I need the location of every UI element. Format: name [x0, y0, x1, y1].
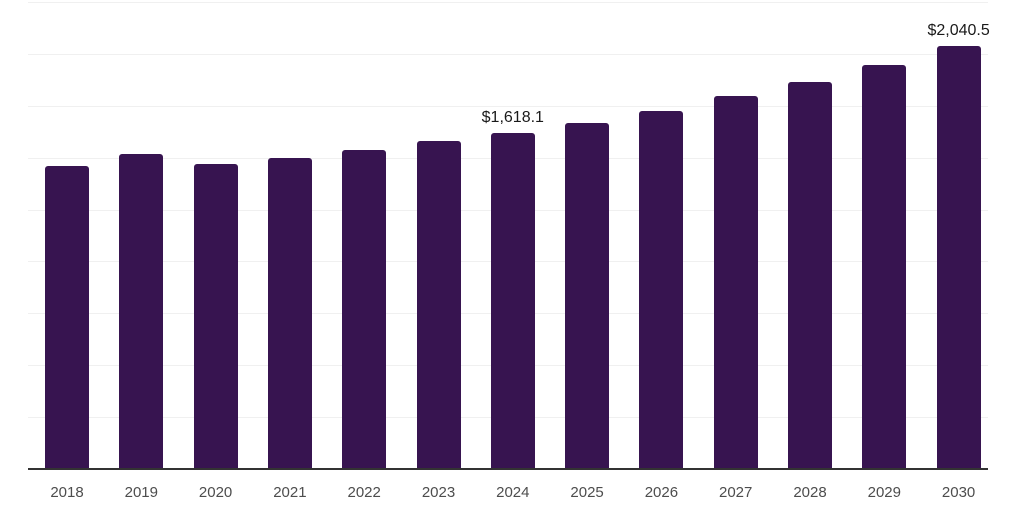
x-tick-2030: 2030 [941, 484, 976, 501]
gridline [28, 2, 988, 3]
x-tick-2025: 2025 [570, 484, 604, 501]
bar-2019 [119, 153, 164, 469]
bar-2023 [416, 141, 461, 469]
x-tick-2021: 2021 [273, 484, 307, 501]
bar-2024 [490, 133, 535, 469]
bar-2029 [862, 64, 907, 469]
x-tick-2019: 2019 [124, 484, 158, 501]
bar-2018 [45, 166, 89, 469]
bar-2025 [565, 123, 610, 469]
x-tick-2029: 2029 [867, 484, 901, 501]
x-tick-2027: 2027 [719, 484, 753, 501]
x-tick-2028: 2028 [793, 484, 827, 501]
bar-2028 [788, 81, 832, 469]
x-tick-2024: 2024 [496, 484, 530, 501]
bar-2026 [639, 111, 684, 469]
gridline [28, 105, 988, 107]
value-label-2030: $2,040.5 [927, 21, 990, 39]
bar-2027 [713, 96, 758, 469]
x-axis-line [28, 468, 988, 470]
bar-2030 [936, 45, 981, 469]
x-tick-2022: 2022 [347, 484, 381, 501]
x-tick-2018: 2018 [50, 484, 84, 501]
x-tick-2020: 2020 [198, 484, 233, 501]
x-tick-2026: 2026 [644, 484, 679, 501]
gridline [28, 53, 988, 55]
bar-2021 [267, 157, 312, 469]
plot-area: 2018 2019 2020 2021 2022 2023 $1,618.1 2024 2025… [28, 0, 990, 512]
x-tick-2023: 2023 [421, 484, 456, 501]
value-label-2024: $1,618.1 [481, 109, 544, 127]
bar-2022 [342, 149, 387, 469]
bar-2020 [193, 163, 238, 469]
